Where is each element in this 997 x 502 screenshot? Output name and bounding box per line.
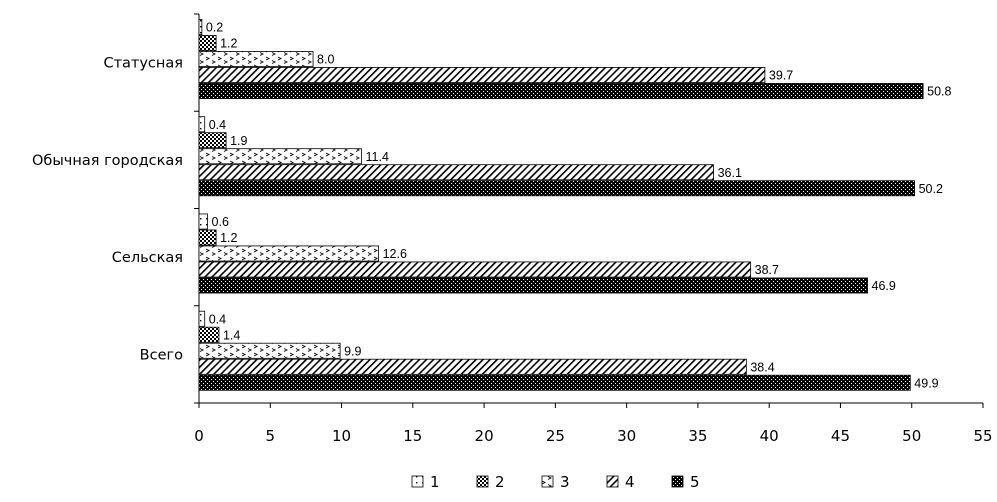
bar (198, 148, 362, 165)
data-label: 0.2 (206, 21, 223, 35)
x-tick-label: 10 (332, 427, 351, 445)
x-tick-label: 5 (265, 427, 275, 445)
axes: 0 5 10 15 20 25 30 35 40 45 50 55 Статусная Обычная г… (32, 13, 993, 445)
x-tick-label: 50 (902, 427, 921, 445)
labels: 0.2 1.2 8.0 39.7 50.8 0.4 1.9 11.4 36.1 50.2 0.6 1.… (206, 21, 952, 391)
data-label: 0.4 (209, 118, 226, 132)
bar (198, 277, 868, 294)
bar (198, 261, 752, 278)
bar (198, 116, 206, 133)
data-label: 38.7 (755, 263, 779, 277)
bar (198, 213, 208, 230)
data-label: 0.6 (212, 215, 229, 229)
bar (198, 132, 227, 149)
category-label: Сельская (112, 250, 183, 266)
x-tick-label: 35 (688, 427, 707, 445)
legend-swatch (606, 475, 619, 488)
data-label: 0.4 (209, 312, 226, 326)
bar (198, 180, 915, 197)
data-label: 8.0 (317, 53, 334, 67)
legend-label: 2 (495, 473, 505, 491)
data-label: 50.2 (919, 182, 943, 196)
data-label: 11.4 (366, 150, 389, 164)
bar (198, 35, 217, 51)
legend-label: 1 (430, 473, 440, 491)
bar (198, 245, 380, 262)
data-label: 1.9 (230, 134, 247, 148)
category-label: Статусная (103, 56, 183, 72)
legend-label: 5 (690, 473, 700, 491)
bar (198, 83, 924, 99)
data-label: 9.9 (344, 344, 361, 358)
data-label: 50.8 (927, 85, 951, 99)
bar (198, 164, 714, 181)
data-label: 46.9 (872, 279, 896, 293)
x-tick-label: 40 (760, 427, 779, 445)
x-tick-label: 0 (194, 427, 204, 445)
category-label: Обычная городская (32, 153, 183, 169)
bar (198, 67, 766, 83)
data-label: 1.2 (220, 231, 237, 245)
data-label: 39.7 (769, 69, 793, 83)
x-tick-label: 25 (546, 427, 565, 445)
data-label: 1.4 (223, 328, 240, 342)
x-tick-label: 20 (475, 427, 494, 445)
legend-swatch (476, 475, 489, 488)
x-tick-label: 15 (403, 427, 422, 445)
data-label: 38.4 (750, 360, 774, 374)
bar (198, 374, 911, 391)
data-label: 1.2 (220, 37, 237, 51)
bar (198, 358, 747, 375)
data-label: 36.1 (718, 166, 742, 180)
x-tick-label: 45 (831, 427, 850, 445)
legend-swatch (411, 475, 424, 488)
bar (198, 342, 341, 359)
bar (198, 229, 217, 246)
bar (198, 326, 220, 343)
data-label: 12.6 (383, 247, 407, 261)
x-tick-label: 30 (617, 427, 636, 445)
bar (198, 51, 314, 67)
legend-swatch (541, 475, 554, 488)
bars (198, 19, 924, 391)
category-label: Всего (140, 347, 183, 363)
x-tick-label: 55 (973, 427, 992, 445)
legend-label: 4 (625, 473, 635, 491)
bar (198, 19, 203, 35)
legend-swatch (671, 475, 684, 488)
data-label: 49.9 (914, 376, 938, 390)
legend-label: 3 (560, 473, 570, 491)
legend: 1 2 3 4 5 (411, 473, 700, 491)
bar (198, 310, 206, 327)
